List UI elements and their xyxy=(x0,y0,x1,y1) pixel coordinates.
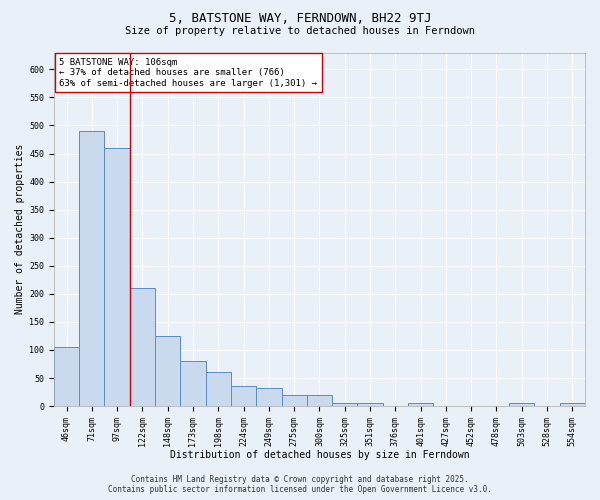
Bar xyxy=(509,404,535,406)
Bar xyxy=(206,372,231,406)
Bar xyxy=(281,395,307,406)
Bar xyxy=(54,347,79,406)
Bar xyxy=(560,404,585,406)
Bar xyxy=(79,131,104,406)
Bar xyxy=(104,148,130,406)
Bar xyxy=(256,388,281,406)
Text: Size of property relative to detached houses in Ferndown: Size of property relative to detached ho… xyxy=(125,26,475,36)
Bar xyxy=(181,361,206,406)
Bar xyxy=(307,395,332,406)
Bar xyxy=(408,404,433,406)
Bar xyxy=(231,386,256,406)
Text: Contains HM Land Registry data © Crown copyright and database right 2025.
Contai: Contains HM Land Registry data © Crown c… xyxy=(108,474,492,494)
Y-axis label: Number of detached properties: Number of detached properties xyxy=(15,144,25,314)
Text: 5 BATSTONE WAY: 106sqm
← 37% of detached houses are smaller (766)
63% of semi-de: 5 BATSTONE WAY: 106sqm ← 37% of detached… xyxy=(59,58,317,88)
Bar xyxy=(358,404,383,406)
X-axis label: Distribution of detached houses by size in Ferndown: Distribution of detached houses by size … xyxy=(170,450,469,460)
Text: 5, BATSTONE WAY, FERNDOWN, BH22 9TJ: 5, BATSTONE WAY, FERNDOWN, BH22 9TJ xyxy=(169,12,431,26)
Bar xyxy=(332,404,358,406)
Bar xyxy=(130,288,155,406)
Bar xyxy=(155,336,181,406)
